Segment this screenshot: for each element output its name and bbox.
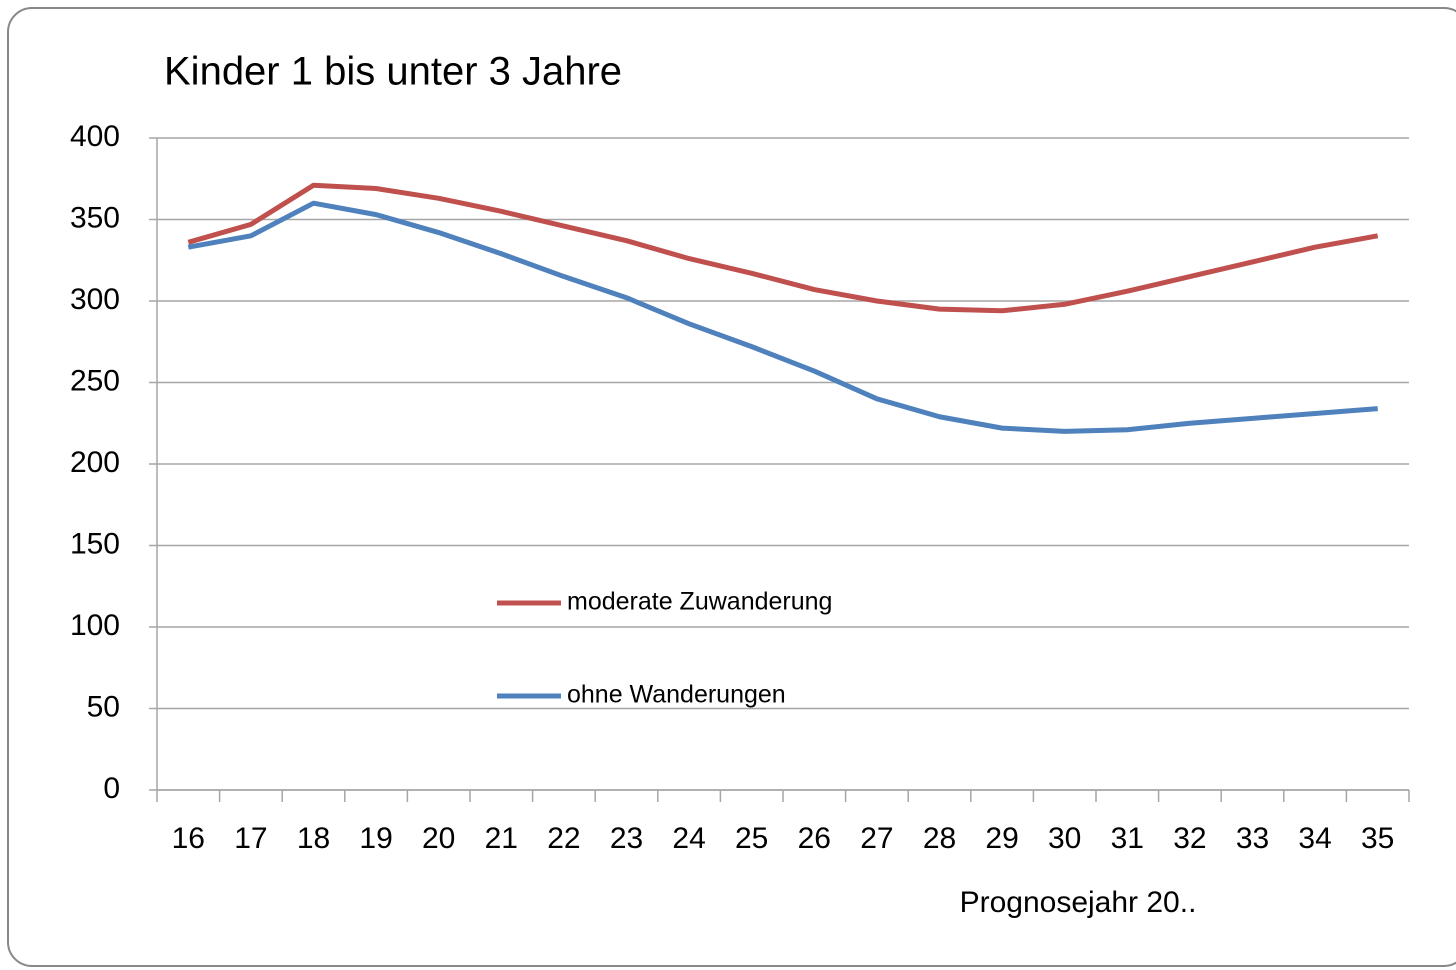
x-tick-label: 29 bbox=[985, 822, 1018, 855]
x-tick-label: 19 bbox=[359, 822, 392, 855]
x-tick-label: 20 bbox=[422, 822, 455, 855]
line-series bbox=[187, 182, 1379, 314]
chart-frame bbox=[7, 7, 1456, 967]
y-tick-label: 50 bbox=[87, 690, 120, 723]
x-tick-label: 28 bbox=[923, 822, 956, 855]
x-tick-label: 17 bbox=[234, 822, 267, 855]
x-tick-label: 34 bbox=[1298, 822, 1331, 855]
x-tick-label: 24 bbox=[672, 822, 705, 855]
x-tick-label: 27 bbox=[860, 822, 893, 855]
x-tick-label: 22 bbox=[547, 822, 580, 855]
x-tick-label: 21 bbox=[485, 822, 518, 855]
x-tick-label: 35 bbox=[1361, 822, 1394, 855]
chart-title: Kinder 1 bis unter 3 Jahre bbox=[164, 50, 622, 94]
legend-label: moderate Zuwanderung bbox=[567, 588, 832, 616]
y-tick-label: 0 bbox=[103, 772, 120, 805]
x-tick-label: 18 bbox=[297, 822, 330, 855]
x-tick-label: 32 bbox=[1173, 822, 1206, 855]
legend-label: ohne Wanderungen bbox=[567, 681, 786, 709]
x-tick-label: 16 bbox=[172, 822, 205, 855]
x-tick-label: 26 bbox=[798, 822, 831, 855]
x-tick-label: 25 bbox=[735, 822, 768, 855]
y-tick-label: 350 bbox=[70, 201, 120, 234]
line-series bbox=[187, 200, 1378, 434]
y-tick-label: 150 bbox=[70, 527, 120, 560]
x-tick-label: 23 bbox=[610, 822, 643, 855]
x-tick-label: 30 bbox=[1048, 822, 1081, 855]
y-tick-label: 300 bbox=[70, 283, 120, 316]
x-tick-label: 31 bbox=[1111, 822, 1144, 855]
y-tick-label: 100 bbox=[70, 609, 120, 642]
y-tick-label: 200 bbox=[70, 446, 120, 479]
x-axis-label: Prognosejahr 20.. bbox=[960, 886, 1197, 919]
x-tick-label: 33 bbox=[1236, 822, 1269, 855]
y-tick-label: 250 bbox=[70, 364, 120, 397]
y-tick-label: 400 bbox=[70, 120, 120, 153]
